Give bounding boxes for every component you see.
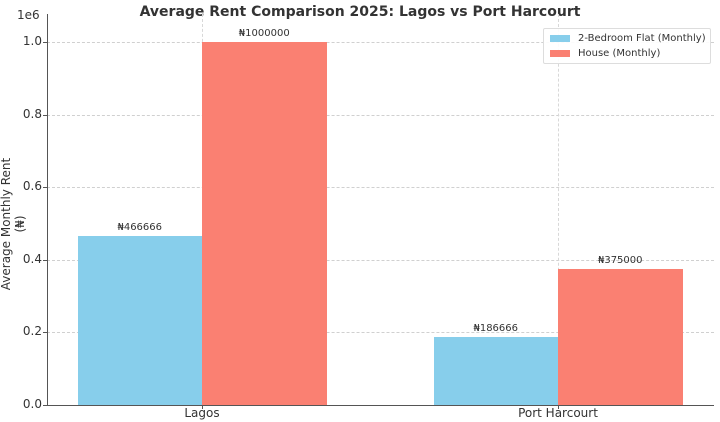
y-tick-mark: [43, 259, 47, 261]
bar-value-label: ₦186666: [473, 323, 519, 335]
legend-item-house: House (Monthly): [550, 46, 660, 60]
x-tick-mark: [558, 405, 559, 409]
y-tick-label: 0.2: [22, 324, 42, 339]
y-tick-mark: [43, 187, 47, 189]
legend-swatch-flat: [550, 34, 570, 42]
y-tick-label: 0.8: [22, 106, 42, 121]
y-scale-label: 1e6: [17, 8, 40, 22]
legend-label-house: House (Monthly): [578, 47, 661, 59]
grid-line-h: [47, 187, 714, 189]
y-tick-label: 0.6: [22, 179, 42, 194]
grid-line-h: [47, 332, 714, 334]
chart-title: Average Rent Comparison 2025: Lagos vs P…: [139, 4, 581, 20]
y-axis-label: Average Monthly Rent (₦): [0, 157, 27, 291]
y-tick-mark: [43, 114, 47, 116]
y-tick-mark: [43, 332, 47, 334]
bar-port-harcourt-flat: [433, 337, 558, 405]
y-tick-mark: [43, 405, 47, 406]
legend: 2-Bedroom Flat (Monthly) House (Monthly): [543, 28, 711, 64]
x-tick-label: Port Harcourt: [518, 406, 598, 420]
grid-line-h: [47, 114, 714, 116]
x-tick-label: Lagos: [184, 406, 220, 420]
grid-line-h: [47, 259, 714, 261]
grid-line-h: [47, 42, 714, 43]
y-tick-label: 1.0: [22, 34, 42, 48]
legend-swatch-house: [550, 49, 570, 57]
y-tick-label: 0.4: [22, 251, 42, 266]
bar-lagos-house: [202, 42, 327, 405]
y-tick-label: 0.0: [22, 397, 42, 411]
bar-value-label: ₦1000000: [238, 28, 290, 39]
legend-label-flat: 2-Bedroom Flat (Monthly): [578, 32, 706, 44]
bar-lagos-flat: [77, 235, 202, 405]
bar-value-label: ₦375000: [597, 254, 643, 266]
grid-line-v: [558, 14, 559, 405]
bar-port-harcourt-house: [558, 268, 683, 405]
y-tick-mark: [43, 42, 47, 43]
x-tick-mark: [202, 405, 203, 409]
y-axis-line: [47, 14, 48, 406]
legend-item-flat: 2-Bedroom Flat (Monthly): [550, 31, 706, 45]
x-axis-line: [47, 405, 714, 406]
bar-value-label: ₦466666: [117, 221, 163, 233]
